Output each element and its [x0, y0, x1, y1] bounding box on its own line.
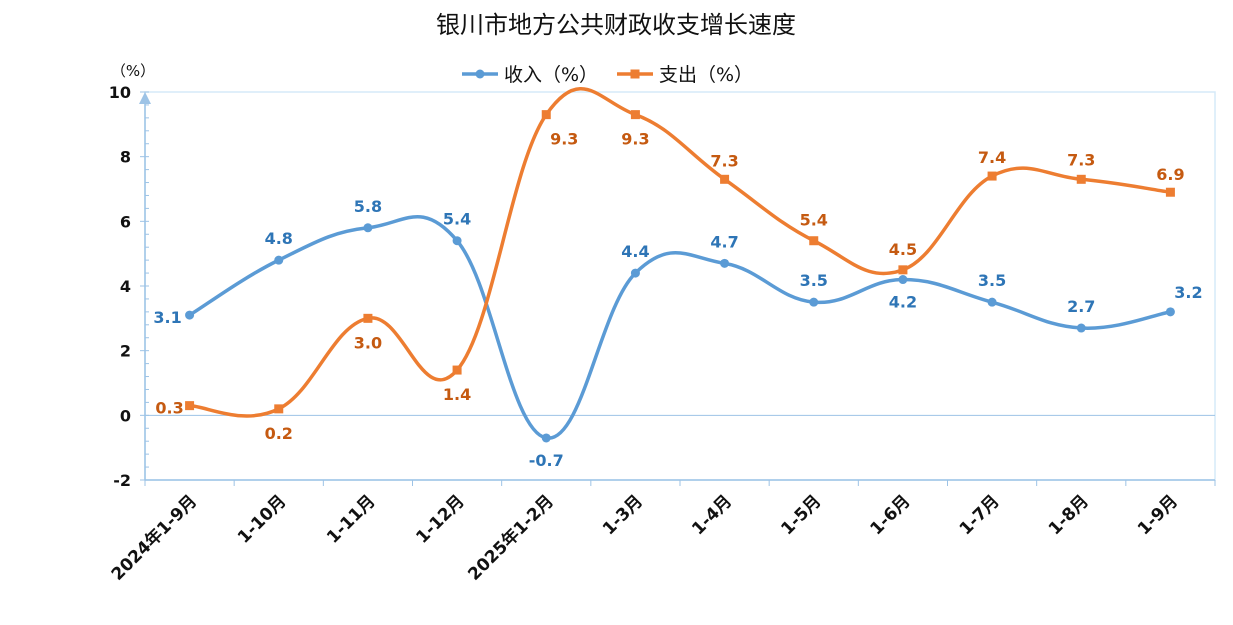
x-tick-label: 2025年1-2月 — [464, 491, 558, 585]
legend-marker-1 — [630, 69, 640, 79]
data-label-0: 4.2 — [889, 293, 917, 312]
y-tick-label: 4 — [120, 277, 131, 296]
data-point-0 — [1076, 323, 1086, 333]
data-point-1 — [541, 110, 551, 120]
data-point-0 — [898, 275, 908, 285]
x-tick-label: 1-11月 — [323, 491, 379, 547]
data-point-1 — [1165, 187, 1175, 197]
data-label-1: 1.4 — [443, 385, 471, 404]
y-tick-label: 2 — [120, 342, 131, 361]
data-point-0 — [720, 258, 730, 268]
y-tick-label: 10 — [109, 83, 131, 102]
data-point-1 — [274, 404, 284, 414]
legend-label-0: 收入（%） — [504, 64, 598, 86]
data-label-0: 3.5 — [978, 271, 1006, 290]
data-label-1: 3.0 — [354, 333, 382, 352]
data-point-1 — [720, 174, 730, 184]
y-tick-label: 6 — [120, 212, 131, 231]
legend-label-1: 支出（%） — [659, 64, 753, 86]
x-tick-label: 1-9月 — [1134, 491, 1182, 539]
data-label-1: 6.9 — [1156, 165, 1184, 184]
x-tick-label: 1-5月 — [777, 491, 825, 539]
x-tick-label: 1-7月 — [956, 491, 1004, 539]
data-label-1: 7.3 — [710, 151, 738, 170]
data-label-0: 2.7 — [1067, 297, 1095, 316]
data-point-1 — [185, 401, 195, 411]
chart-title: 银川市地方公共财政收支增长速度 — [436, 11, 796, 39]
data-label-1: 7.4 — [978, 148, 1006, 167]
data-label-1: 0.2 — [265, 424, 293, 443]
y-tick-label: -2 — [113, 471, 131, 490]
data-point-0 — [274, 255, 284, 265]
data-point-1 — [898, 265, 908, 275]
data-point-0 — [1165, 307, 1175, 317]
data-point-1 — [987, 171, 997, 181]
data-label-1: 0.3 — [155, 399, 183, 418]
x-tick-label: 1-6月 — [867, 491, 915, 539]
data-label-0: 5.4 — [443, 210, 471, 229]
data-label-1: 9.3 — [550, 130, 578, 149]
data-label-1: 7.3 — [1067, 150, 1095, 169]
data-point-1 — [630, 110, 640, 120]
plot-area: -2 0 2 4 6 8 10 2024年1-9月 1-10月 1-11月 1-12月2025年1-… — [107, 83, 1216, 585]
data-label-0: 4.7 — [710, 232, 738, 251]
y-tick-label: 0 — [120, 406, 131, 425]
series-line-0 — [187, 215, 1173, 440]
data-point-0 — [809, 297, 819, 307]
data-label-0: -0.7 — [529, 451, 564, 470]
data-label-0: 3.1 — [153, 308, 181, 327]
x-tick-label: 1-3月 — [599, 491, 647, 539]
data-point-0 — [987, 297, 997, 307]
data-label-0: 3.5 — [800, 271, 828, 290]
data-point-0 — [363, 223, 373, 233]
data-point-1 — [452, 365, 462, 375]
legend: 收入（%） 支出（%） — [462, 64, 753, 86]
data-label-0: 3.2 — [1174, 283, 1202, 302]
data-point-1 — [1076, 174, 1086, 184]
x-tick-label: 1-12月 — [412, 491, 468, 547]
data-label-1: 9.3 — [621, 130, 649, 149]
y-axis-arrow — [139, 92, 151, 104]
data-label-0: 4.8 — [265, 229, 293, 248]
data-point-0 — [185, 310, 195, 320]
x-tick-label: 1-10月 — [234, 491, 290, 547]
data-point-0 — [452, 236, 462, 246]
plot-border — [144, 91, 1216, 481]
x-tick-label: 1-4月 — [688, 491, 736, 539]
x-tick-label: 1-8月 — [1045, 491, 1093, 539]
data-label-0: 5.8 — [354, 197, 382, 216]
data-point-1 — [363, 313, 373, 323]
legend-marker-0 — [475, 69, 485, 79]
y-tick-label: 8 — [120, 148, 131, 167]
x-tick-label: 2024年1-9月 — [107, 491, 201, 585]
y-axis-unit-label: （%） — [111, 62, 155, 80]
data-point-0 — [541, 433, 551, 443]
data-point-1 — [809, 236, 819, 246]
data-point-0 — [630, 268, 640, 278]
data-label-0: 4.4 — [621, 242, 649, 261]
data-label-1: 5.4 — [800, 211, 828, 230]
data-label-1: 4.5 — [889, 240, 917, 259]
